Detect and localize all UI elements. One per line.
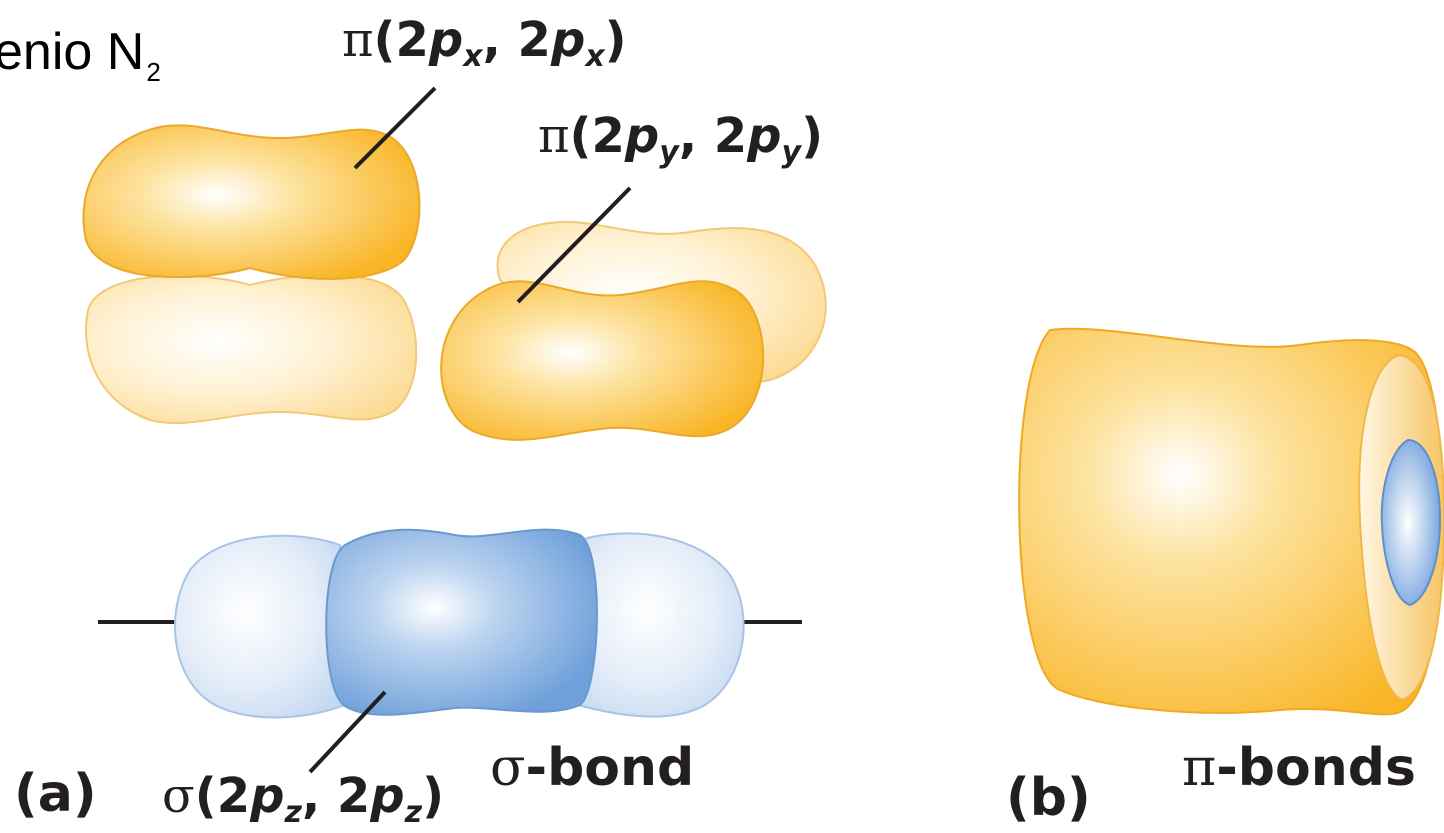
leader-pi-x	[353, 86, 437, 170]
panel-label-b: (b)	[1006, 768, 1091, 828]
sigma-right-lobe	[576, 532, 745, 718]
label-pi-bonds: π-bonds	[1182, 738, 1416, 798]
sigma-core	[1380, 438, 1442, 607]
sigma-left-lobe	[174, 534, 347, 719]
label-sigma-bond: σ-bond	[490, 738, 695, 798]
pi-cylinder	[1018, 327, 1444, 716]
pi-y-front-lobe	[440, 280, 765, 441]
label-sigma-2pz-2pz: σ(2pz, 2pz)	[162, 768, 445, 830]
leader-pi-y	[516, 186, 632, 304]
panel-label-a: (a)	[14, 764, 97, 824]
leader-sigma-z	[308, 690, 387, 774]
page-title: enio N2	[0, 23, 161, 87]
sigma-center-lobe	[325, 528, 598, 716]
pi-x-upper-lobe	[82, 124, 421, 280]
label-pi-2px-2px: π(2px, 2px)	[342, 12, 627, 74]
label-pi-2py-2py: π(2py, 2py)	[538, 108, 824, 170]
pi-x-lower-lobe	[85, 273, 418, 424]
